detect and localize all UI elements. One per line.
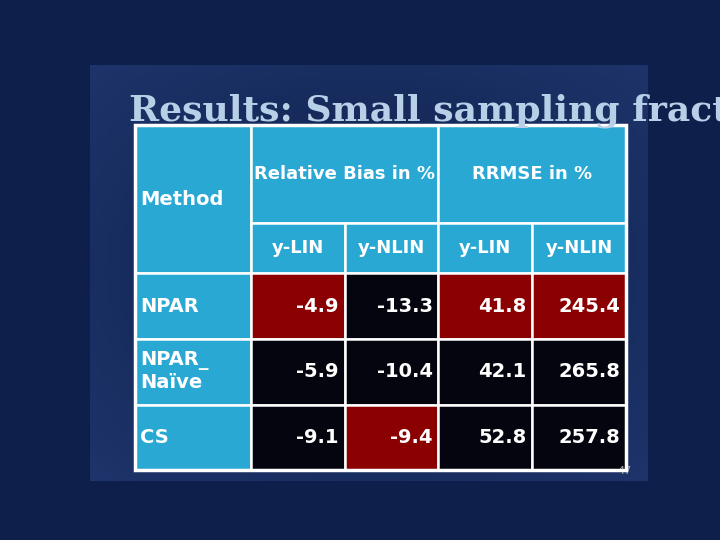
Bar [135, 339, 251, 404]
Bar [135, 125, 251, 273]
Bar [438, 125, 626, 224]
Bar [438, 224, 532, 273]
Bar [344, 273, 438, 339]
Text: 52.8: 52.8 [478, 428, 526, 447]
Text: Relative Bias in %: Relative Bias in % [254, 165, 435, 183]
Bar [251, 224, 344, 273]
Bar [251, 404, 344, 470]
Text: NPAR: NPAR [140, 297, 199, 316]
Bar [344, 224, 438, 273]
Bar [344, 404, 438, 470]
Bar [135, 273, 251, 339]
Bar [344, 339, 438, 404]
Bar [251, 273, 344, 339]
Bar [251, 339, 344, 404]
Text: -5.9: -5.9 [297, 362, 339, 381]
Text: RRMSE in %: RRMSE in % [472, 165, 593, 183]
Bar [532, 224, 626, 273]
Text: 245.4: 245.4 [559, 297, 621, 316]
Bar [532, 404, 626, 470]
Text: CS: CS [140, 428, 169, 447]
Bar [438, 273, 532, 339]
Bar [532, 273, 626, 339]
Bar [438, 404, 532, 470]
Bar [135, 125, 626, 470]
Text: 47: 47 [617, 467, 631, 476]
Bar [135, 404, 251, 470]
Text: y-LIN: y-LIN [271, 239, 324, 258]
Text: Method: Method [140, 190, 224, 209]
Text: y-LIN: y-LIN [459, 239, 511, 258]
Text: y-NLIN: y-NLIN [546, 239, 613, 258]
Bar [438, 339, 532, 404]
Text: 41.8: 41.8 [478, 297, 526, 316]
Bar [532, 339, 626, 404]
Text: -10.4: -10.4 [377, 362, 433, 381]
Text: -9.1: -9.1 [297, 428, 339, 447]
Bar [251, 125, 438, 224]
Text: 42.1: 42.1 [478, 362, 526, 381]
Text: Results: Small sampling fraction: Results: Small sampling fraction [129, 94, 720, 129]
Text: -13.3: -13.3 [377, 297, 433, 316]
Text: 265.8: 265.8 [559, 362, 621, 381]
Text: NPAR_
Naïve: NPAR_ Naïve [140, 352, 209, 393]
Text: -4.9: -4.9 [297, 297, 339, 316]
Text: y-NLIN: y-NLIN [358, 239, 425, 258]
Text: 257.8: 257.8 [559, 428, 621, 447]
Text: -9.4: -9.4 [390, 428, 433, 447]
